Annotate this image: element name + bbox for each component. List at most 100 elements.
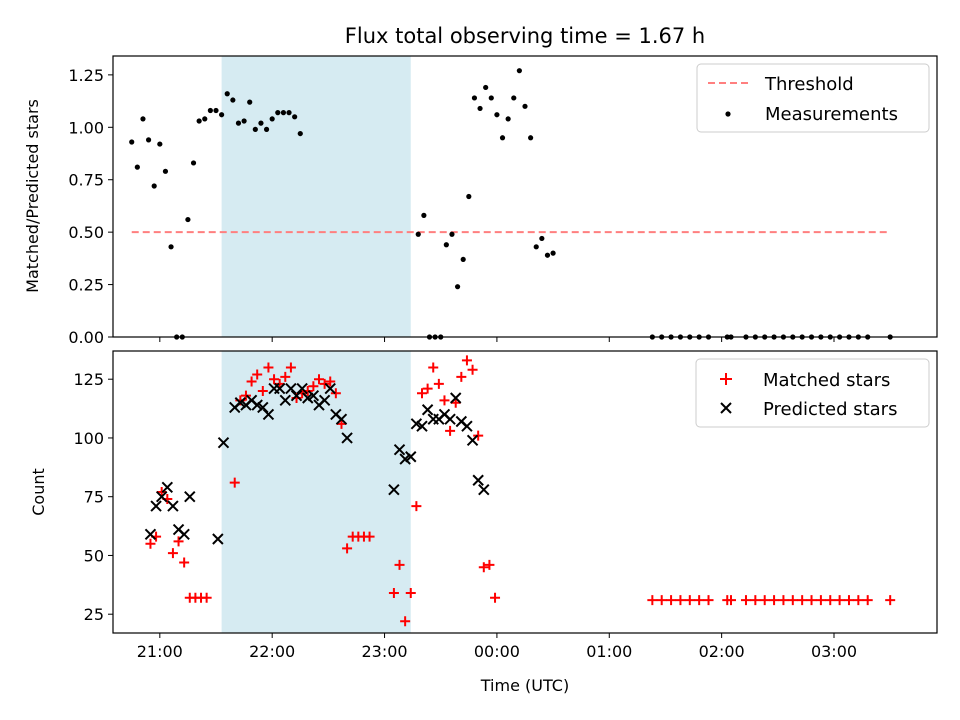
measurement-point bbox=[145, 137, 152, 143]
matched-star-point bbox=[478, 562, 489, 573]
measurement-point bbox=[471, 95, 478, 101]
matched-star-point bbox=[675, 595, 686, 606]
top-highlight-span bbox=[221, 56, 411, 337]
x-tick-label: 21:00 bbox=[137, 642, 183, 661]
measurement-point bbox=[454, 284, 461, 290]
predicted-star-point bbox=[144, 528, 157, 541]
matched-star-point bbox=[145, 538, 156, 549]
bottom-y-axis: 25 50 75 100 125 bbox=[73, 370, 113, 624]
predicted-star-point bbox=[290, 389, 303, 402]
x-tick-label: 23:00 bbox=[361, 642, 407, 661]
matched-star-point bbox=[666, 595, 677, 606]
measurement-point bbox=[280, 110, 287, 116]
legend-matched-label: Matched stars bbox=[763, 370, 890, 391]
matched-star-point bbox=[484, 559, 495, 570]
matched-star-point bbox=[726, 595, 736, 606]
bottom-y-tick-label: 100 bbox=[73, 429, 104, 448]
predicted-star-point bbox=[178, 528, 190, 541]
predicted-star-point bbox=[416, 420, 428, 432]
predicted-star-point bbox=[461, 420, 473, 432]
top-plot-frame bbox=[112, 55, 938, 338]
measurement-point bbox=[550, 250, 556, 256]
matched-star-point bbox=[405, 588, 416, 599]
top-y-tick-label: 0.00 bbox=[68, 328, 104, 347]
predicted-star-point bbox=[262, 408, 275, 421]
matched-star-point bbox=[229, 477, 240, 488]
matched-star-point bbox=[400, 616, 411, 627]
top-x-ticks bbox=[159, 337, 835, 342]
x-tick-label: 00:00 bbox=[474, 642, 520, 661]
predicted-star-point bbox=[393, 443, 406, 456]
predicted-star-point bbox=[466, 434, 479, 447]
bottom-y-tick-label: 25 bbox=[84, 605, 104, 624]
matched-star-point bbox=[473, 430, 484, 441]
matched-star-point bbox=[167, 548, 178, 559]
predicted-star-point bbox=[444, 413, 456, 425]
bottom-legend-box bbox=[695, 358, 930, 428]
measurement-point bbox=[269, 116, 275, 122]
top-y-tick-label: 1.00 bbox=[68, 118, 104, 137]
top-y-tick-label: 1.25 bbox=[68, 66, 104, 85]
measurement-point bbox=[190, 160, 197, 166]
predicted-star-point bbox=[273, 382, 286, 395]
matched-star-point bbox=[280, 371, 291, 382]
matched-star-point bbox=[422, 383, 433, 394]
measurement-point bbox=[483, 84, 489, 91]
legend-predicted-label: Predicted stars bbox=[763, 399, 897, 420]
predicted-star-point bbox=[472, 474, 484, 486]
predicted-star-point bbox=[279, 394, 291, 407]
measurement-point bbox=[297, 130, 303, 137]
matched-star-point bbox=[325, 376, 336, 387]
measurement-point bbox=[505, 116, 511, 122]
measurement-point bbox=[544, 252, 551, 258]
legend-measurements-label: Measurements bbox=[765, 104, 898, 125]
matched-star-point bbox=[750, 595, 761, 606]
matched-stars-series bbox=[145, 355, 896, 627]
matched-star-point bbox=[740, 595, 751, 606]
matched-star-point bbox=[853, 595, 864, 606]
measurement-point bbox=[292, 114, 298, 120]
matched-star-point bbox=[815, 595, 826, 606]
measurement-point bbox=[162, 168, 169, 174]
matched-star-point bbox=[257, 385, 268, 396]
measurement-point bbox=[494, 112, 500, 118]
measurement-point bbox=[185, 216, 191, 223]
predicted-star-point bbox=[150, 500, 162, 512]
matched-star-point bbox=[694, 595, 705, 606]
top-legend: Threshold Measurements bbox=[696, 63, 930, 133]
measurement-point bbox=[258, 120, 264, 126]
matched-star-point bbox=[806, 595, 817, 606]
matched-star-point bbox=[490, 592, 501, 603]
measurement-point bbox=[134, 164, 140, 170]
measurement-point bbox=[443, 242, 449, 248]
measurement-point bbox=[263, 126, 270, 132]
measurement-point bbox=[275, 110, 281, 116]
matched-star-point bbox=[252, 369, 263, 380]
matched-star-point bbox=[314, 374, 324, 385]
matched-star-point bbox=[285, 362, 296, 373]
matched-star-point bbox=[778, 595, 789, 606]
measurement-point bbox=[140, 116, 146, 122]
matched-star-point bbox=[843, 595, 854, 606]
measurement-point bbox=[466, 193, 472, 200]
measurement-point bbox=[241, 118, 247, 124]
matched-star-point bbox=[862, 595, 873, 606]
x-tick-label: 03:00 bbox=[811, 642, 857, 661]
matched-star-point bbox=[787, 595, 798, 606]
top-legend-box bbox=[696, 63, 930, 133]
predicted-star-point bbox=[212, 533, 224, 545]
matched-star-point bbox=[342, 543, 353, 554]
measurement-point bbox=[247, 99, 253, 105]
measurement-point bbox=[516, 68, 522, 74]
predicted-stars-series bbox=[144, 382, 490, 545]
measurement-point bbox=[511, 95, 517, 101]
measurement-point bbox=[499, 135, 506, 141]
matched-star-point bbox=[703, 595, 714, 606]
measurement-point bbox=[449, 231, 455, 237]
matched-star-point bbox=[246, 376, 257, 387]
top-y-tick-label: 0.50 bbox=[68, 223, 104, 242]
matched-star-point bbox=[825, 595, 836, 606]
top-panel: 0.00 0.25 0.50 0.75 1.00 1.25 Matched/Predict… bbox=[23, 55, 938, 347]
predicted-star-point bbox=[155, 490, 168, 503]
